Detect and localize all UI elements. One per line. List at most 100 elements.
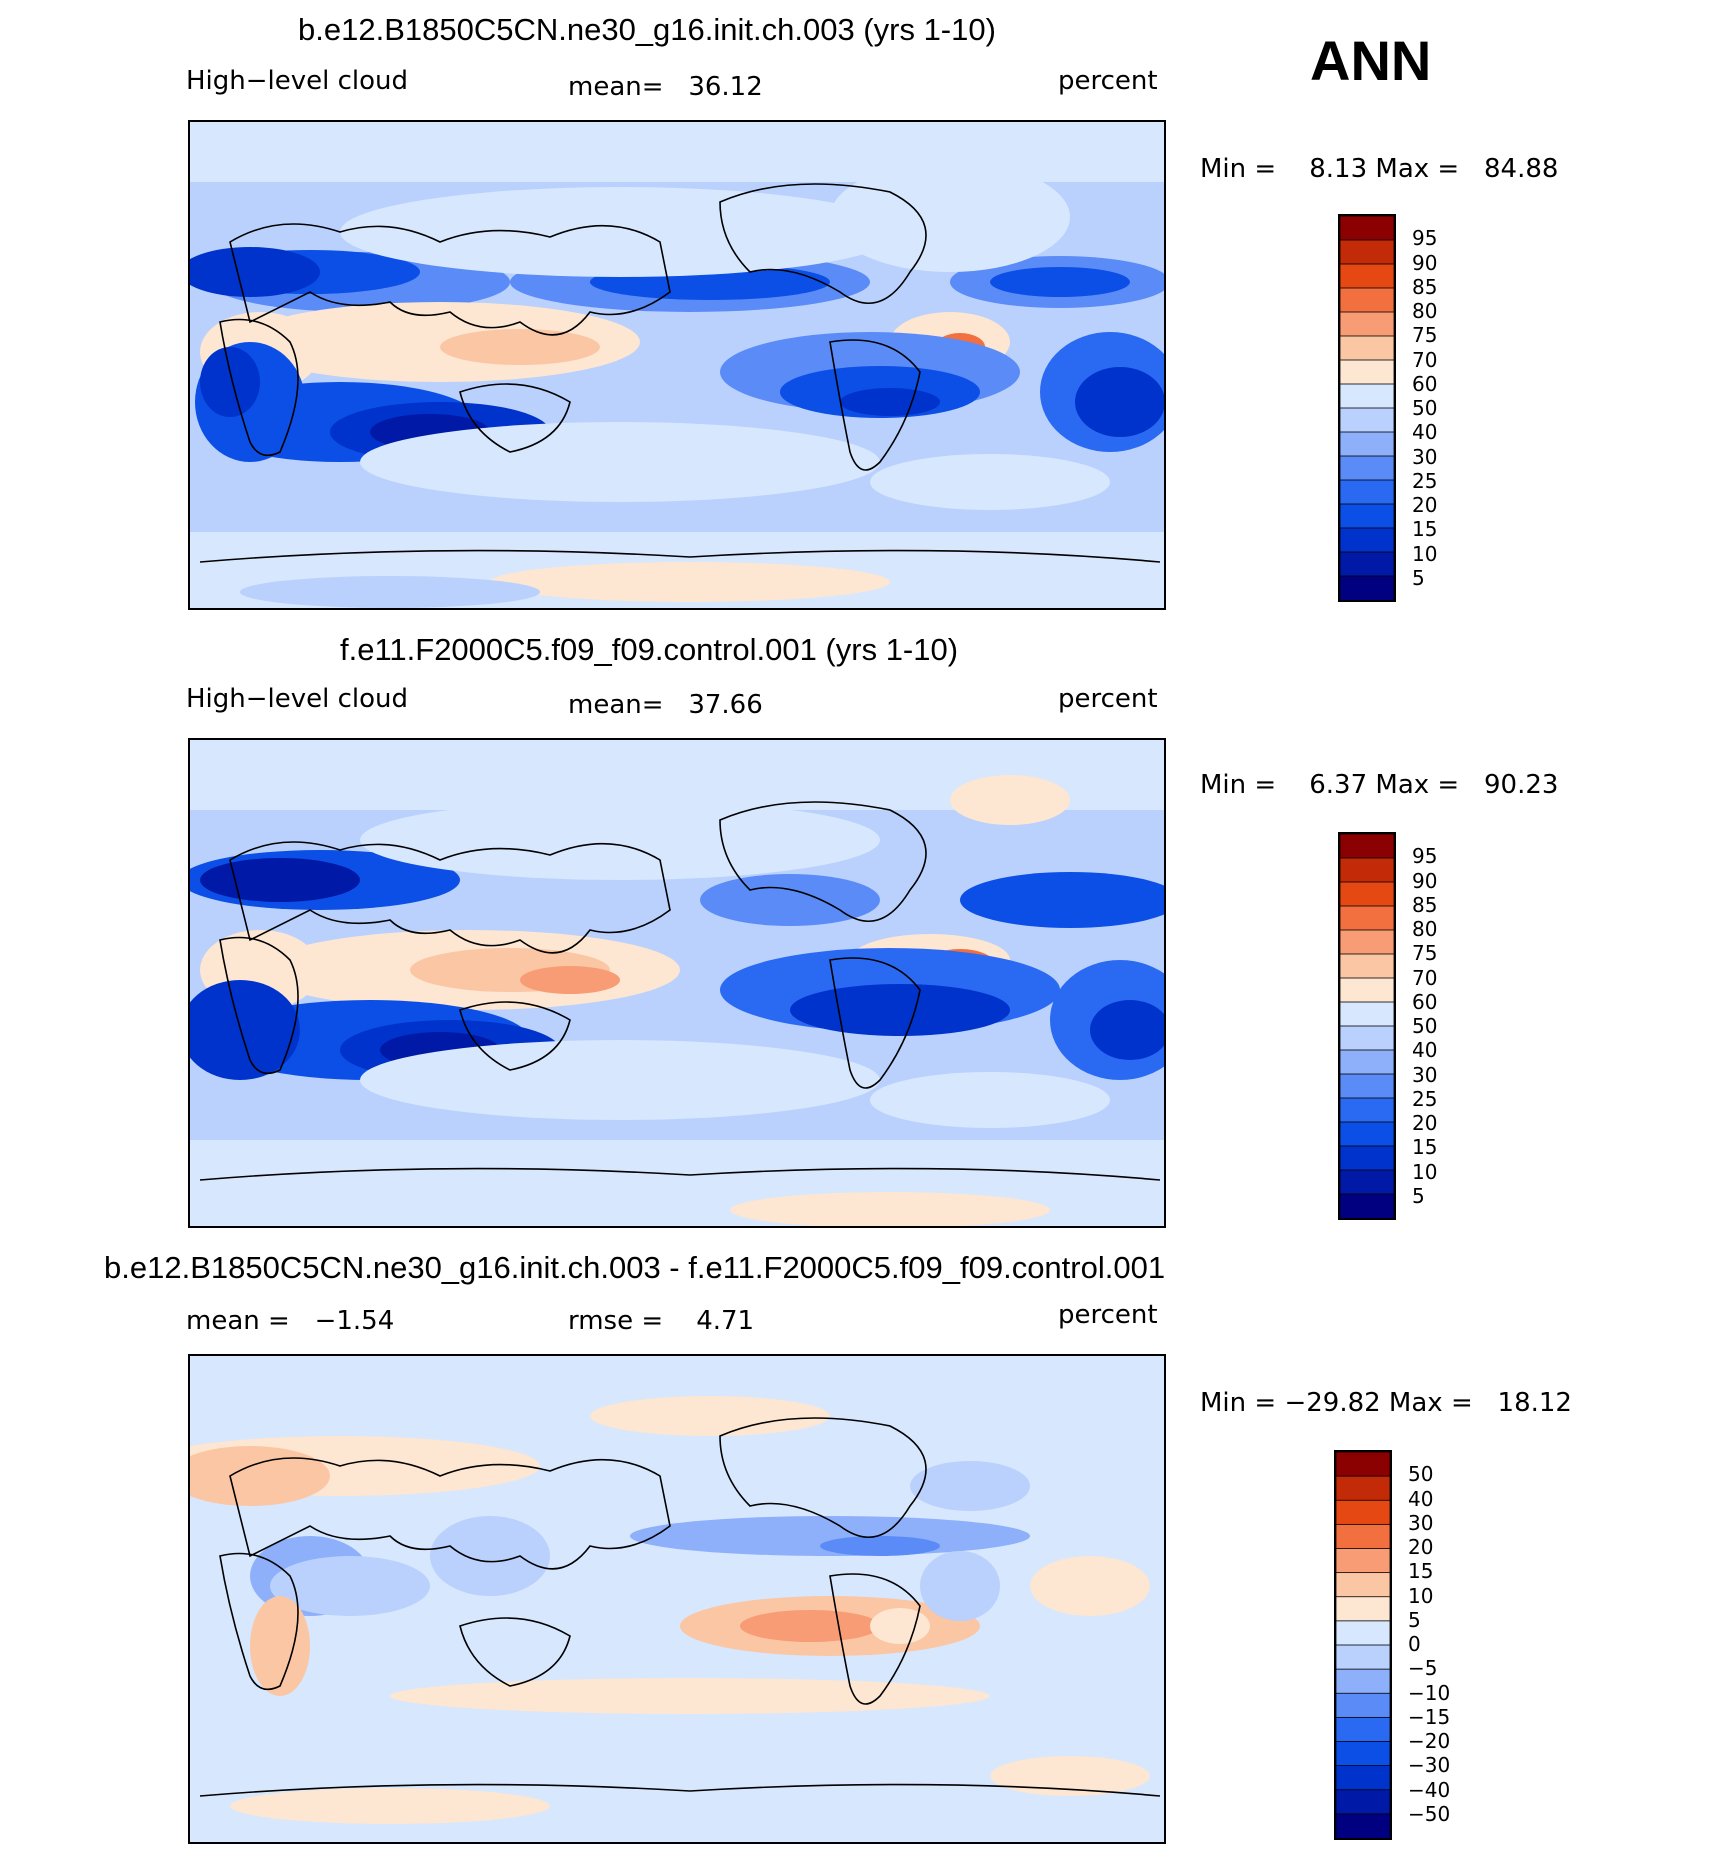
colorbar-label: 5 [1412, 565, 1425, 590]
colorbar-label: 25 [1412, 1086, 1438, 1111]
colorbar-label: 0 [1408, 1632, 1421, 1656]
contour-region [360, 800, 880, 880]
colorbar-swatch [1336, 1692, 1390, 1719]
colorbar-swatch [1336, 1499, 1390, 1526]
colorbar-label: 15 [1412, 517, 1438, 542]
panel1-colorbar [1338, 214, 1396, 602]
contour-region [1075, 367, 1164, 437]
colorbar-label: 85 [1412, 892, 1438, 917]
colorbar-label: 30 [1412, 1062, 1438, 1087]
colorbar-label: 20 [1412, 1111, 1438, 1135]
colorbar-swatch [1336, 1452, 1390, 1478]
contour-region [200, 347, 260, 417]
colorbar-label: 90 [1412, 250, 1438, 275]
colorbar-swatch [1340, 263, 1394, 289]
coastline [219, 936, 299, 1075]
colorbar-swatch [1340, 503, 1394, 529]
coastline [229, 841, 671, 954]
colorbar-label: −50 [1408, 1801, 1451, 1826]
colorbar-swatch [1340, 527, 1394, 553]
colorbar-label: 50 [1412, 1014, 1438, 1038]
colorbar-swatch [1340, 216, 1394, 241]
colorbar-swatch [1340, 407, 1394, 433]
colorbar-label: 25 [1412, 468, 1438, 493]
coastline [229, 1457, 671, 1570]
panel3-mean-label: mean = −1.54 [186, 1306, 395, 1336]
panel2-title: f.e11.F2000C5.f09_f09.control.001 (yrs 1… [340, 632, 959, 667]
contour-region [990, 1756, 1150, 1796]
colorbar-swatch [1340, 977, 1394, 1003]
colorbar-label: −10 [1408, 1680, 1451, 1705]
panel2-map [188, 738, 1166, 1228]
colorbar-label: 20 [1412, 493, 1438, 517]
contour-region [920, 1551, 1000, 1621]
colorbar-label: 20 [1408, 1535, 1434, 1559]
colorbar-label: −30 [1408, 1753, 1451, 1778]
contour-region [360, 422, 880, 502]
coastline [719, 1417, 927, 1538]
coastline [459, 383, 571, 453]
coastline [219, 1552, 299, 1691]
contour-region [950, 775, 1070, 825]
colorbar-swatch [1336, 1813, 1390, 1838]
panel1-colorbar-swatches [1340, 216, 1394, 600]
contour-region [250, 1596, 310, 1696]
colorbar-swatch [1340, 1073, 1394, 1099]
colorbar-label: 90 [1412, 868, 1438, 893]
colorbar-swatch [1340, 479, 1394, 505]
colorbar-swatch [1340, 1121, 1394, 1147]
panel3-colorbar-swatches [1336, 1452, 1390, 1838]
colorbar-swatch [1340, 359, 1394, 385]
colorbar-swatch [1340, 311, 1394, 337]
colorbar-label: 40 [1412, 1038, 1438, 1063]
colorbar-label: 95 [1412, 844, 1438, 869]
colorbar-swatch [1340, 455, 1394, 481]
panel3-minmax: Min = −29.82 Max = 18.12 [1200, 1388, 1572, 1418]
colorbar-label: 85 [1412, 274, 1438, 299]
contour-region [820, 1536, 940, 1556]
colorbar-swatch [1340, 575, 1394, 600]
colorbar-label: 80 [1412, 299, 1438, 323]
contour-region [270, 1556, 430, 1616]
colorbar-swatch [1340, 881, 1394, 907]
colorbar-swatch [1340, 905, 1394, 931]
panel2-variable-label: High−level cloud [186, 684, 409, 714]
panel2-field [190, 740, 1164, 1226]
colorbar-swatch [1340, 287, 1394, 313]
contour-region [870, 454, 1110, 510]
colorbar-label: −5 [1408, 1656, 1438, 1681]
colorbar-label: 40 [1412, 420, 1438, 445]
colorbar-label: 10 [1408, 1583, 1434, 1608]
panel3-units-label: percent [1058, 1300, 1158, 1330]
panel3-title: b.e12.B1850C5CN.ne30_g16.init.ch.003 - f… [104, 1250, 1166, 1285]
panel1-variable-label: High−level cloud [186, 66, 409, 96]
panel1-field [190, 122, 1164, 608]
coastline [199, 1167, 1161, 1181]
colorbar-label: −20 [1408, 1729, 1451, 1753]
contour-region [490, 562, 890, 602]
colorbar-swatch [1340, 1193, 1394, 1218]
colorbar-label: 15 [1412, 1135, 1438, 1160]
panel3-map [188, 1354, 1166, 1844]
colorbar-swatch [1336, 1572, 1390, 1598]
colorbar-label: 60 [1412, 371, 1438, 396]
coastline [829, 957, 921, 1089]
colorbar-swatch [1340, 857, 1394, 883]
contour-region [200, 858, 360, 902]
contour-region [910, 1461, 1030, 1511]
colorbar-swatch [1336, 1789, 1390, 1815]
colorbar-swatch [1336, 1620, 1390, 1646]
colorbar-label: 60 [1412, 989, 1438, 1014]
panel3-rmse-label: rmse = 4.71 [568, 1306, 755, 1336]
colorbar-swatch [1336, 1668, 1390, 1695]
panel1-mean-label: mean= 36.12 [568, 72, 763, 102]
colorbar-label: 30 [1408, 1510, 1434, 1535]
season-label: ANN [1310, 29, 1432, 92]
contour-region [990, 267, 1130, 297]
colorbar-swatch [1336, 1523, 1390, 1550]
coastline [229, 223, 671, 336]
colorbar-label: 10 [1412, 541, 1438, 566]
panel1-map [188, 120, 1166, 610]
colorbar-swatch [1340, 929, 1394, 955]
contour-region [390, 1678, 990, 1714]
